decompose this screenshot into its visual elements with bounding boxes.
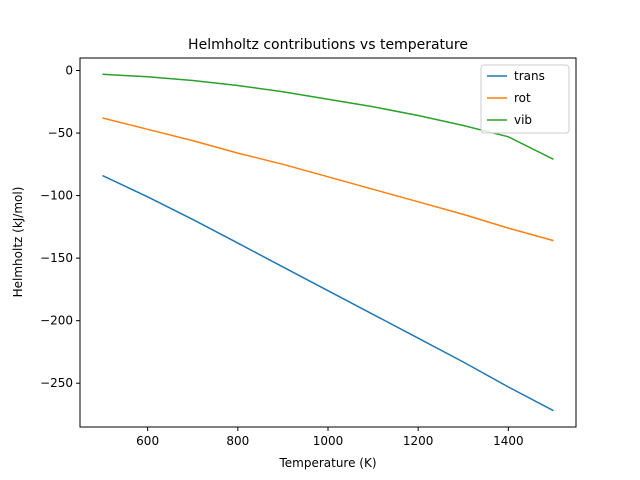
y-tick-label: −50 [48, 126, 73, 140]
y-axis-label: Helmholtz (kJ/mol) [11, 187, 25, 298]
plot-lines [102, 73, 554, 412]
x-tick-label: 1000 [313, 434, 344, 448]
y-tick-label: −250 [40, 376, 73, 390]
x-axis-ticks: 600 800 1000 1200 1400 [136, 427, 524, 448]
y-tick-label: −150 [40, 251, 73, 265]
legend-box [480, 64, 570, 134]
y-tick-label: −200 [40, 314, 73, 328]
legend-label-trans: trans [514, 69, 545, 83]
x-tick-label: 800 [226, 434, 249, 448]
y-tick-label: −100 [40, 189, 73, 203]
legend-label-vib: vib [514, 113, 532, 127]
chart-title: Helmholtz contributions vs temperature [188, 37, 468, 53]
series-line-vib [102, 73, 554, 160]
legend: trans rot vib [480, 64, 570, 134]
x-axis-label: Temperature (K) [278, 456, 376, 470]
x-tick-label: 1400 [493, 434, 524, 448]
y-axis-ticks: 0 −50 −100 −150 −200 −250 [40, 64, 80, 390]
y-tick-label: 0 [65, 64, 73, 78]
x-tick-label: 1200 [403, 434, 434, 448]
x-tick-label: 600 [136, 434, 159, 448]
legend-label-rot: rot [514, 91, 531, 105]
series-line-rot [102, 117, 554, 242]
series-line-trans [102, 174, 554, 412]
